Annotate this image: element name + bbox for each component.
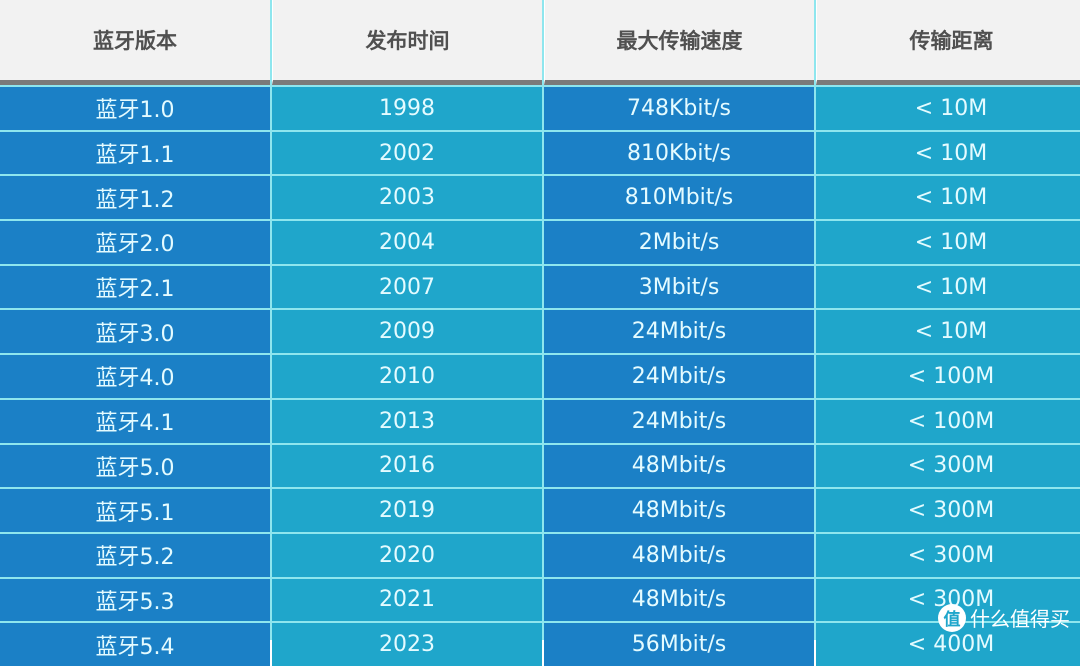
header-max-speed: 最大传输速度 <box>544 0 814 85</box>
cell-range: < 10M <box>816 87 1080 130</box>
cell-version: 蓝牙1.0 <box>0 87 270 130</box>
cell-release-date: 1998 <box>272 87 542 130</box>
cell-version: 蓝牙2.0 <box>0 221 270 264</box>
cell-version: 蓝牙4.0 <box>0 355 270 398</box>
cell-version: 蓝牙5.2 <box>0 533 270 577</box>
cell-version: 蓝牙2.1 <box>0 265 270 309</box>
header-range: 传输距离 <box>816 0 1080 85</box>
header-release-date: 发布时间 <box>272 0 542 85</box>
cell-release-date: 2009 <box>272 310 542 354</box>
cell-version: 蓝牙5.1 <box>0 489 270 532</box>
cell-release-date: 2007 <box>272 265 542 309</box>
cell-max-speed: 48Mbit/s <box>544 489 814 532</box>
cell-range: < 100M <box>816 399 1080 443</box>
cell-max-speed: 810Kbit/s <box>544 131 814 175</box>
cell-range: < 10M <box>816 265 1080 309</box>
cell-max-speed: 56Mbit/s <box>544 623 814 666</box>
cell-max-speed: 748Kbit/s <box>544 87 814 130</box>
cell-range: < 300M <box>816 533 1080 577</box>
cell-release-date: 2003 <box>272 176 542 220</box>
cell-version: 蓝牙1.2 <box>0 176 270 220</box>
watermark-logo-icon: 值 <box>938 603 966 632</box>
cell-range: < 300M <box>816 444 1080 488</box>
cell-max-speed: 48Mbit/s <box>544 444 814 488</box>
cell-range: < 10M <box>816 221 1080 264</box>
cell-max-speed: 24Mbit/s <box>544 310 814 354</box>
cell-max-speed: 3Mbit/s <box>544 265 814 309</box>
cell-max-speed: 48Mbit/s <box>544 578 814 622</box>
cell-version: 蓝牙5.4 <box>0 623 270 666</box>
cell-version: 蓝牙5.3 <box>0 578 270 622</box>
cell-range: < 300M <box>816 489 1080 532</box>
cell-range: < 10M <box>816 131 1080 175</box>
cell-release-date: 2004 <box>272 221 542 264</box>
watermark: 值 什么值得买 <box>938 603 1070 632</box>
cell-release-date: 2016 <box>272 444 542 488</box>
cell-max-speed: 48Mbit/s <box>544 533 814 577</box>
cell-max-speed: 810Mbit/s <box>544 176 814 220</box>
cell-max-speed: 24Mbit/s <box>544 355 814 398</box>
cell-version: 蓝牙5.0 <box>0 444 270 488</box>
cell-release-date: 2020 <box>272 533 542 577</box>
cell-release-date: 2002 <box>272 131 542 175</box>
cell-version: 蓝牙1.1 <box>0 131 270 175</box>
cell-range: < 10M <box>816 310 1080 354</box>
cell-max-speed: 24Mbit/s <box>544 399 814 443</box>
cell-range: < 10M <box>816 176 1080 220</box>
cell-release-date: 2021 <box>272 578 542 622</box>
cell-release-date: 2013 <box>272 399 542 443</box>
header-version: 蓝牙版本 <box>0 0 270 85</box>
cell-version: 蓝牙4.1 <box>0 399 270 443</box>
cell-release-date: 2019 <box>272 489 542 532</box>
watermark-text: 什么值得买 <box>970 607 1070 631</box>
cell-release-date: 2023 <box>272 623 542 666</box>
cell-max-speed: 2Mbit/s <box>544 221 814 264</box>
cell-release-date: 2010 <box>272 355 542 398</box>
cell-version: 蓝牙3.0 <box>0 310 270 354</box>
cell-range: < 100M <box>816 355 1080 398</box>
